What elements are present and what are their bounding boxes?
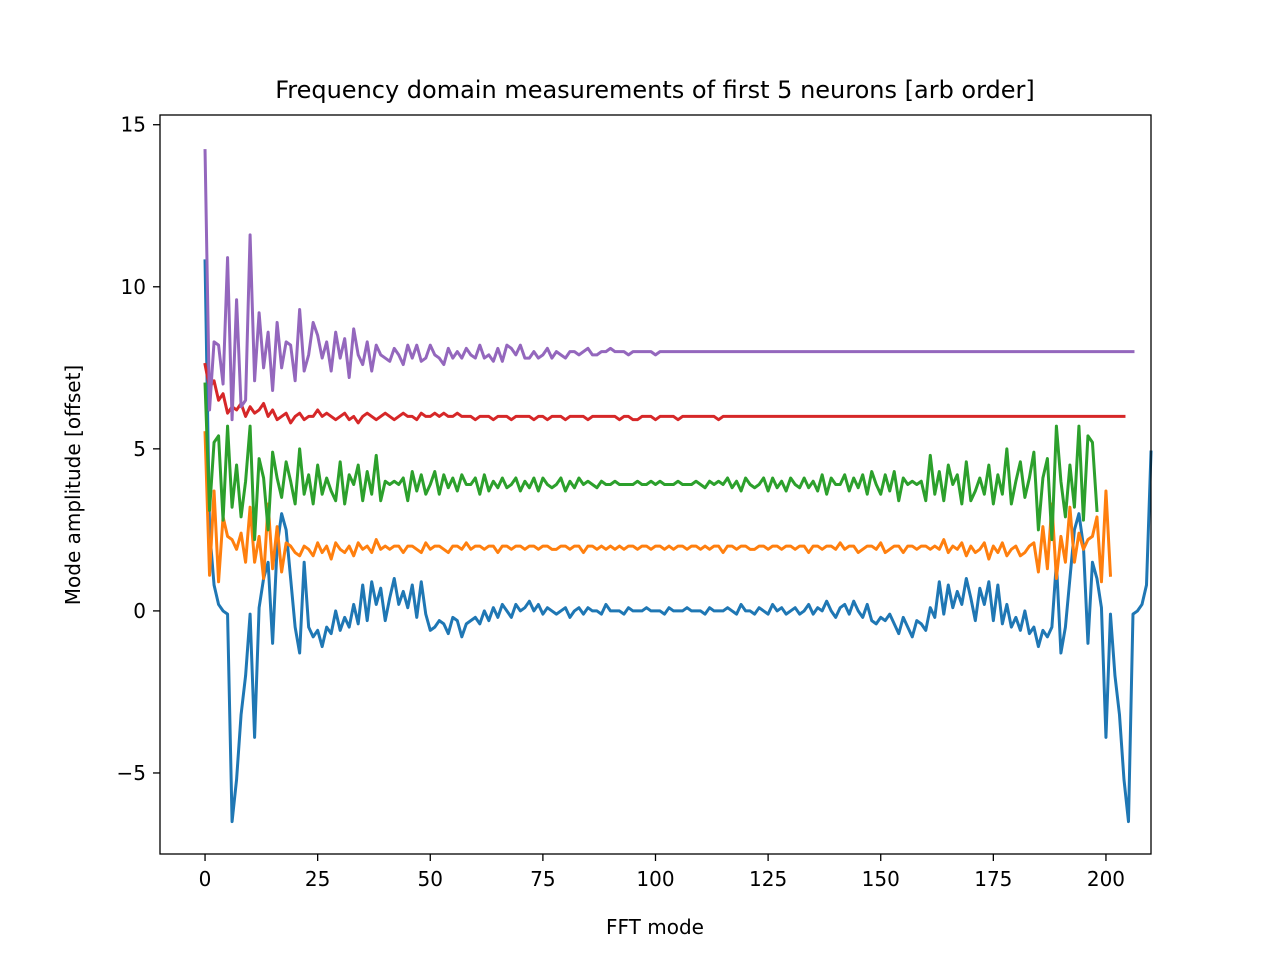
y-tick-label: 15 xyxy=(121,113,146,137)
x-tick-label: 100 xyxy=(636,867,674,891)
series-line-4 xyxy=(203,362,1126,425)
x-tick-label: 125 xyxy=(749,867,787,891)
series-line-1 xyxy=(203,259,1153,824)
x-tick-label: 25 xyxy=(305,867,330,891)
x-axis: 0 25 50 75 100 125 150 175 200 xyxy=(199,854,1125,891)
x-tick-label: 75 xyxy=(530,867,555,891)
series-line-5 xyxy=(203,149,1135,422)
y-tick-label: 0 xyxy=(133,599,146,623)
y-tick-label: 10 xyxy=(121,275,146,299)
x-tick-label: 50 xyxy=(418,867,443,891)
x-axis-label: FFT mode xyxy=(606,915,704,939)
y-axis-label: Mode amplitude [offset] xyxy=(61,365,85,605)
series-layer xyxy=(203,149,1153,824)
y-tick-label: −5 xyxy=(117,761,146,785)
x-tick-label: 200 xyxy=(1087,867,1125,891)
x-tick-label: 175 xyxy=(974,867,1012,891)
chart-title: Frequency domain measurements of first 5… xyxy=(275,76,1035,104)
y-axis: −5 0 5 10 15 xyxy=(117,113,160,785)
y-tick-label: 5 xyxy=(133,437,146,461)
x-tick-label: 0 xyxy=(199,867,212,891)
x-tick-label: 150 xyxy=(862,867,900,891)
series-line-3 xyxy=(203,382,1099,542)
series-line-2 xyxy=(203,431,1113,584)
